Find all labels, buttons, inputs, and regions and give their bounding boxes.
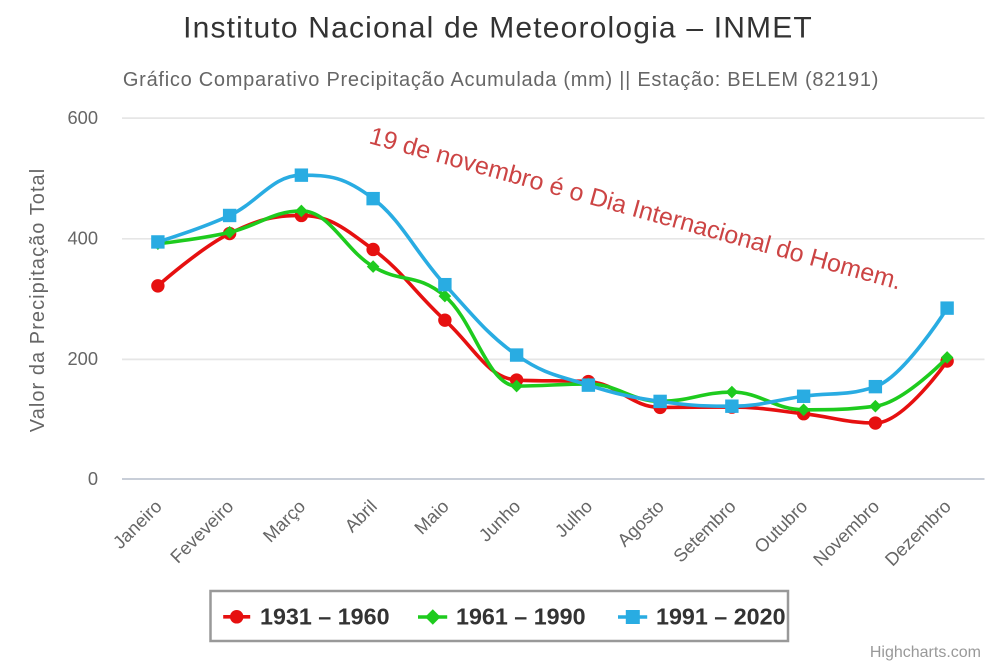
svg-text:200: 200 (67, 348, 98, 369)
svg-text:1931 – 1960: 1931 – 1960 (260, 604, 390, 630)
svg-text:600: 600 (67, 107, 98, 128)
svg-text:Gráfico Comparativo Precipitaç: Gráfico Comparativo Precipitação Acumula… (123, 69, 879, 91)
svg-text:0: 0 (88, 468, 98, 489)
svg-text:Valor da Precipitação Total: Valor da Precipitação Total (27, 168, 49, 432)
svg-text:1991 – 2020: 1991 – 2020 (656, 604, 786, 630)
svg-text:Highcharts.com: Highcharts.com (870, 644, 981, 661)
svg-text:400: 400 (67, 228, 98, 249)
svg-text:1961 – 1990: 1961 – 1990 (456, 604, 586, 630)
svg-text:Instituto Nacional de Meteorol: Instituto Nacional de Meteorologia – INM… (183, 12, 813, 45)
